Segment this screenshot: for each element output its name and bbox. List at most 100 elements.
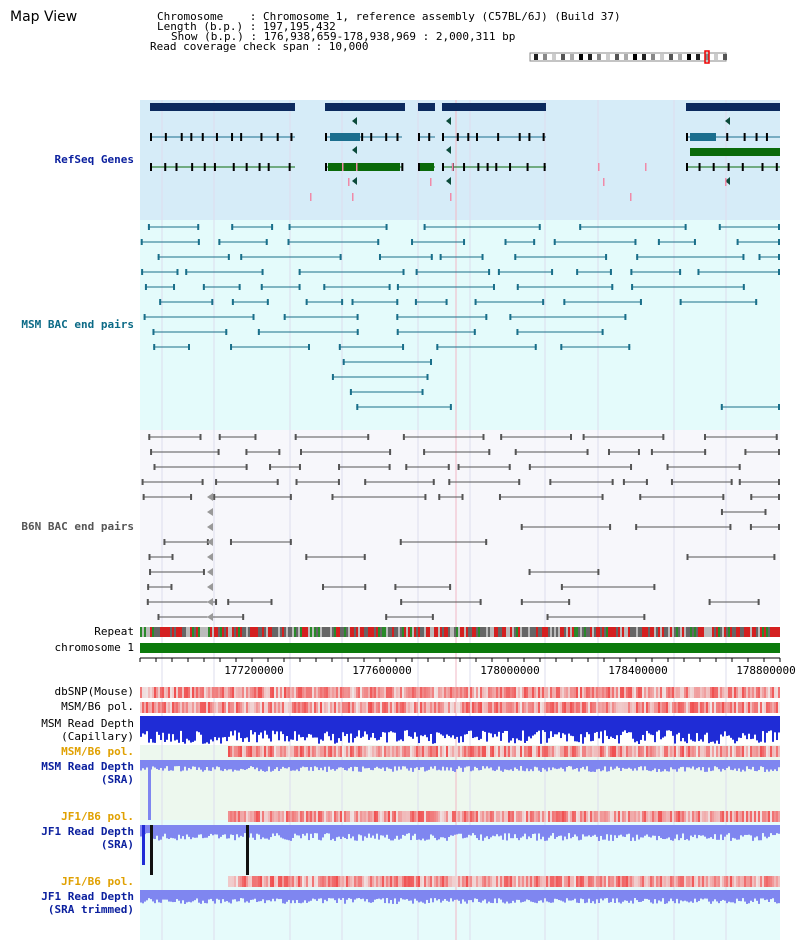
msm-depth-sra-bar <box>644 760 646 767</box>
msm-b6-pol2-mark <box>586 746 588 757</box>
msm-depth-sra-bar <box>286 760 288 769</box>
jf1-depth-sra-bar <box>264 825 266 839</box>
jf1-depth-trim-bar <box>190 890 192 903</box>
msm-bac-end <box>492 284 495 290</box>
msm-b6-pol2-mark <box>320 746 322 757</box>
b6n-bac-end <box>757 599 760 605</box>
msm-b6-pol2-mark <box>232 746 234 757</box>
msm-bac-end <box>261 269 264 275</box>
dbsnp-mark <box>482 687 484 698</box>
msm-b6-pol-mark <box>440 702 442 713</box>
dbsnp-mark <box>322 687 324 698</box>
msm-depth-sra-bar <box>400 760 402 770</box>
track-label-msm-bac[interactable]: MSM BAC end pairs <box>21 318 134 331</box>
jf1-b6-pol2-mark <box>282 876 284 887</box>
msm-depth-sra-bar <box>528 760 530 772</box>
repeat-mark <box>458 627 460 637</box>
msm-b6-pol2-mark <box>596 746 598 757</box>
jf1-depth-trim-bar <box>652 890 654 904</box>
msm-b6-pol-mark <box>510 702 512 713</box>
msm-b6-pol-mark <box>148 702 150 713</box>
jf1-b6-pol-mark <box>330 811 332 822</box>
msm-depth-cap-bar <box>486 716 488 742</box>
dbsnp-mark <box>534 687 536 698</box>
b6n-bac-end <box>597 569 600 575</box>
dbsnp-mark <box>212 687 214 698</box>
repeat-mark <box>278 627 280 637</box>
msm-depth-sra-bar <box>292 760 294 771</box>
msm-b6-pol2-mark <box>500 746 502 757</box>
msm-depth-cap-bar <box>662 716 664 738</box>
msm-depth-cap-bar <box>166 716 168 740</box>
dbsnp-mark <box>680 687 682 698</box>
msm-b6-pol-mark <box>266 702 268 713</box>
jf1-depth-sra-bar <box>166 825 168 839</box>
jf1-depth-trim-bar <box>478 890 480 902</box>
msm-depth-sra-bar <box>622 760 624 768</box>
b6n-bac-end <box>331 494 334 500</box>
jf1-b6-pol2-mark <box>616 876 618 887</box>
msm-bac-end <box>778 254 780 260</box>
jf1-depth-sra-bar <box>512 825 514 839</box>
jf1-depth-sra-bar <box>520 825 522 838</box>
msm-b6-pol2-mark <box>256 746 258 757</box>
repeat-mark <box>558 627 560 637</box>
msm-b6-pol-mark <box>408 702 410 713</box>
dbsnp-mark <box>176 687 178 698</box>
msm-depth-sra-bar <box>202 760 204 772</box>
repeat-mark <box>390 627 392 637</box>
msm-depth-sra-bar <box>606 760 608 772</box>
msm-depth-sra-bar <box>446 760 448 768</box>
jf1-depth-sra-bar <box>754 825 756 838</box>
jf1-depth-trim-bar <box>288 890 290 900</box>
msm-bac-end <box>265 239 268 245</box>
msm-b6-pol2-mark <box>254 746 256 757</box>
jf1-depth-trim-bar <box>404 890 406 900</box>
msm-bac-end <box>211 299 214 305</box>
jf1-b6-pol-mark <box>474 811 476 822</box>
dbsnp-mark <box>622 687 624 698</box>
msm-b6-pol2-mark <box>660 746 662 757</box>
msm-depth-sra-bar <box>174 760 176 767</box>
repeat-mark <box>736 627 738 637</box>
jf1-b6-pol-mark <box>566 811 568 822</box>
track-label-refseq[interactable]: RefSeq Genes <box>54 153 134 166</box>
jf1-b6-pol-mark <box>396 811 398 822</box>
track-label-b6n-bac[interactable]: B6N BAC end pairs <box>21 520 134 533</box>
msm-depth-sra-bar <box>404 760 406 767</box>
msm-depth-sra-bar <box>452 760 454 772</box>
jf1-depth-sra-bar <box>174 825 176 839</box>
repeat-mark <box>514 627 516 637</box>
jf1-depth-sra-bar <box>534 825 536 834</box>
msm-b6-pol2-mark <box>246 746 248 757</box>
msm-depth-cap-bar <box>750 716 752 740</box>
b6n-bac-end <box>778 479 780 485</box>
repeat-mark <box>426 627 428 637</box>
jf1-b6-pol2-mark <box>316 876 318 887</box>
pseudo-mark <box>356 163 358 171</box>
jf1-b6-pol-mark <box>250 811 252 822</box>
msm-b6-pol-mark <box>450 702 452 713</box>
repeat-mark <box>212 627 214 637</box>
jf1-b6-pol-mark <box>540 811 542 822</box>
msm-depth-sra-bar <box>728 760 730 767</box>
repeat-mark <box>552 627 554 637</box>
dbsnp-mark <box>284 687 286 698</box>
jf1-b6-pol2-mark <box>444 876 446 887</box>
repeat-mark <box>298 627 300 637</box>
msm-depth-sra-bar <box>466 760 468 767</box>
msm-b6-pol2-mark <box>328 746 330 757</box>
msm-b6-pol2-mark <box>376 746 378 757</box>
dbsnp-mark <box>554 687 556 698</box>
msm-b6-pol-mark <box>194 702 196 713</box>
msm-b6-pol2-mark <box>488 746 490 757</box>
dbsnp-mark <box>488 687 490 698</box>
jf1-depth-sra-bar <box>306 825 308 834</box>
jf1-b6-pol-mark <box>612 811 614 822</box>
msm-depth-sra-bar <box>532 760 534 772</box>
jf1-depth-sra-bar <box>146 825 148 834</box>
jf1-depth-sra-bar <box>580 825 582 840</box>
jf1-depth-sra-bar <box>350 825 352 839</box>
msm-depth-sra-bar <box>582 760 584 767</box>
